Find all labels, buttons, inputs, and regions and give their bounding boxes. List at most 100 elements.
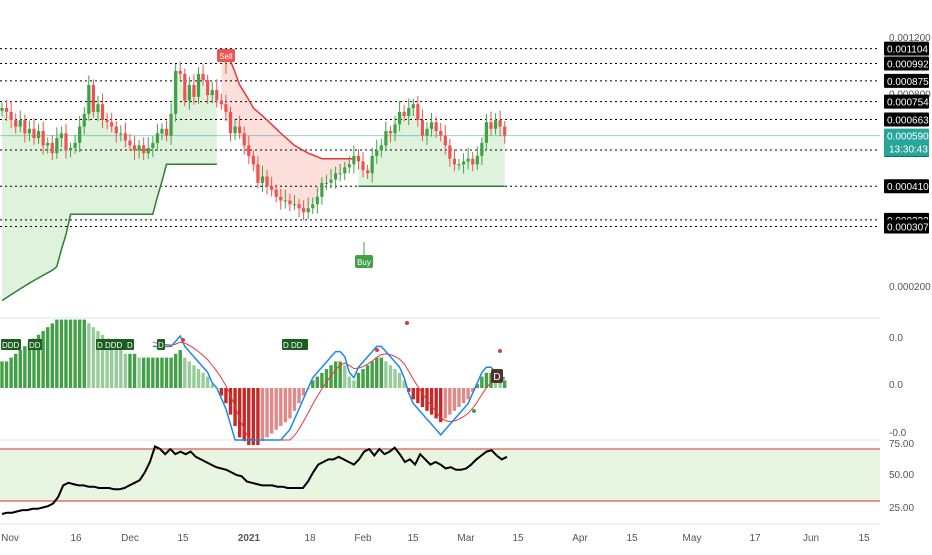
time-axis-label: Mar [457,533,475,544]
candle-body [87,84,91,114]
rsi-band [0,449,880,501]
candle-body [100,104,105,121]
candle-body [50,142,54,154]
macd-hist-bar [397,372,402,388]
candle-body [164,128,169,136]
macd-hist-bar [87,323,91,388]
candle-body [228,111,233,134]
macd-hist-bar [77,319,82,388]
time-axis-label: Apr [572,533,588,544]
macd-hist-bar [196,369,201,388]
level-price-label: 0.000875 [887,77,929,88]
candle-body [73,142,77,148]
macd-hist-bar [443,388,447,419]
candle-body [178,70,182,74]
candle-body [343,167,347,174]
candle-body [46,142,50,146]
candle-body [484,122,489,143]
macd-hist-bar [338,361,342,388]
macd-hist-bar [411,388,415,400]
macd-hist-bar [247,388,251,445]
macd-hist-bar [439,388,443,423]
macd-hist-bar [64,319,68,388]
macd-hist-bar [498,380,502,388]
macd-hist-bar [151,357,155,388]
macd-hist-bar [55,319,59,388]
macd-hist-bar [489,372,493,388]
candle-body [292,204,297,206]
candle-body [434,122,438,132]
macd-hist-bar [356,372,361,388]
divergence-flag-label: DDD [2,341,20,350]
candle-body [320,182,324,197]
macd-hist-bar [141,357,146,388]
divergence-flag [282,339,308,350]
candle-body [105,120,109,123]
candle-body [420,120,425,136]
macd-hist-bar [347,376,352,388]
candle-body [68,147,73,151]
macd-hist-bar [315,376,320,388]
divergence-flag-label: D DDD [97,341,123,350]
macd-hist-bar [448,388,452,415]
macd-hist-bar [91,327,96,388]
level-price-tag [884,219,929,234]
candle-body [448,145,452,159]
candle-body [18,120,22,127]
candle-body [388,131,393,134]
candle-body [155,133,159,143]
macd-line [152,334,505,441]
macd-cross-dot [405,321,409,325]
time-axis-label: Dec [121,533,139,544]
candle-body [475,155,479,165]
divergence-flag-label: D [127,341,133,350]
price-axis-label: 0.000200 [889,282,931,293]
macd-hist-bar [265,388,269,438]
macd-hist-bar [466,388,470,400]
macd-hist-bar [297,388,301,404]
rsi-line [1,444,508,515]
time-axis-label: Jun [803,533,819,544]
macd-hist-bar [279,388,283,426]
candle-body [247,145,251,156]
macd-hist-bar [137,357,141,388]
divergence-flag [1,339,21,350]
macd-hist-bar [333,361,338,388]
candle-body [82,113,86,127]
candle-body [324,182,329,184]
candle-body [183,73,187,101]
candle-body [503,126,507,136]
macd-hist-bar [324,369,329,388]
macd-hist-bar [187,361,192,388]
macd-hist-bar [320,372,324,388]
candle-body [370,155,374,174]
macd-hist-bar [274,388,278,430]
macd-hist-bar [82,319,86,388]
candle-body [219,100,223,105]
level-price-tag [884,56,929,71]
level-price-label: 0.000307 [887,222,929,233]
divergence-flag-label: D DD [283,341,303,350]
macd-hist-bar [27,342,32,388]
candle-body [375,150,379,156]
level-price-label: 0.000663 [887,115,929,126]
sell-marker-label: Sell [219,52,233,61]
candle-body [169,113,173,136]
macd-hist-bar [160,357,164,388]
macd-hist-bar [420,388,425,407]
candle-body [78,126,82,143]
macd-hist-bar [0,361,4,388]
candle-body [411,104,415,108]
candle-body [187,84,191,101]
macd-hist-bar [178,350,182,388]
level-price-tag [884,41,929,56]
candle-body [260,176,265,183]
candle-body [471,158,475,165]
rsi-axis-label: 75.00 [889,439,914,450]
macd-hist-bar [256,388,260,445]
macd-hist-bar [471,388,475,392]
candle-body [297,204,301,209]
trailing-stop-bear [220,51,354,160]
